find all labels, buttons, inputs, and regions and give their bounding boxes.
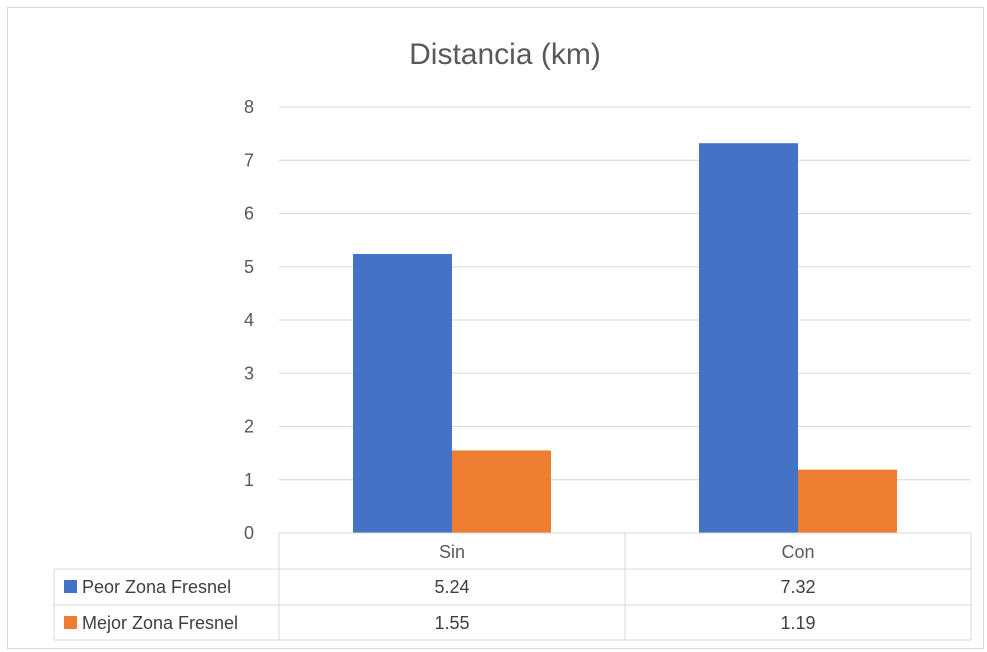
y-tick-label: 4 bbox=[244, 310, 254, 330]
y-tick-label: 0 bbox=[244, 523, 254, 543]
legend-key-peor bbox=[64, 580, 77, 593]
x-category-label: Sin bbox=[439, 542, 465, 562]
y-tick-label: 5 bbox=[244, 257, 254, 277]
y-tick-label: 3 bbox=[244, 363, 254, 383]
y-tick-label: 1 bbox=[244, 470, 254, 490]
data-table: Sin Con Peor Zona Fresnel 5.24 7.32 Mejor Zon… bbox=[53, 532, 972, 641]
legend-key-mejor bbox=[64, 616, 77, 629]
y-tick-label: 6 bbox=[244, 204, 254, 224]
bar-mejor-con bbox=[798, 469, 897, 533]
y-axis-ticks: 0 1 2 3 4 5 6 7 8 bbox=[244, 97, 254, 543]
y-tick-label: 2 bbox=[244, 417, 254, 437]
legend-label: Peor Zona Fresnel bbox=[82, 577, 231, 597]
bar-peor-con bbox=[699, 143, 798, 533]
bar-mejor-sin bbox=[452, 450, 551, 533]
chart-frame bbox=[7, 7, 984, 649]
data-label: 5.24 bbox=[434, 577, 469, 597]
chart-title: Distancia (km) bbox=[409, 38, 601, 71]
y-tick-label: 7 bbox=[244, 150, 254, 170]
legend-label: Mejor Zona Fresnel bbox=[82, 613, 238, 633]
y-tick-label: 8 bbox=[244, 97, 254, 117]
data-label: 1.19 bbox=[780, 613, 815, 633]
data-label: 7.32 bbox=[780, 577, 815, 597]
bar-peor-sin bbox=[353, 253, 452, 533]
bars bbox=[353, 143, 897, 533]
x-category-label: Con bbox=[781, 542, 814, 562]
data-label: 1.55 bbox=[434, 613, 469, 633]
